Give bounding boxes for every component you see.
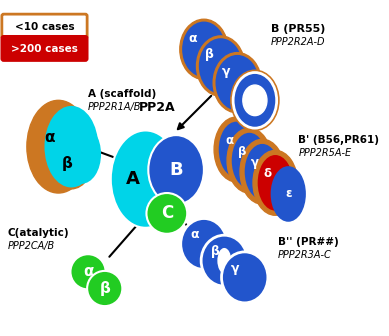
Text: C(atalytic): C(atalytic): [7, 228, 69, 238]
Ellipse shape: [146, 193, 187, 234]
Text: C: C: [161, 204, 173, 222]
Text: γ: γ: [231, 262, 240, 275]
Ellipse shape: [199, 38, 242, 94]
Ellipse shape: [271, 166, 306, 222]
Text: B' (B56,PR61): B' (B56,PR61): [298, 135, 379, 145]
Ellipse shape: [201, 235, 247, 286]
Text: ε: ε: [285, 187, 291, 201]
Ellipse shape: [180, 19, 228, 80]
Text: α: α: [190, 228, 199, 241]
Text: δ: δ: [251, 94, 259, 107]
Ellipse shape: [213, 53, 261, 113]
Text: α: α: [189, 32, 197, 45]
Ellipse shape: [62, 124, 101, 184]
Ellipse shape: [233, 73, 277, 128]
Text: B'' (PR##): B'' (PR##): [278, 237, 339, 247]
Ellipse shape: [216, 55, 259, 111]
Text: β: β: [205, 48, 214, 61]
Ellipse shape: [231, 70, 279, 130]
Ellipse shape: [243, 85, 267, 116]
Text: PPP2R5A-E: PPP2R5A-E: [298, 148, 352, 158]
Ellipse shape: [217, 248, 231, 274]
FancyBboxPatch shape: [2, 14, 87, 38]
Text: >200 cases: >200 cases: [11, 44, 78, 54]
Text: α: α: [83, 264, 93, 279]
Ellipse shape: [111, 130, 180, 228]
Text: β: β: [238, 145, 246, 158]
Text: PPP2CA/B: PPP2CA/B: [7, 241, 55, 251]
FancyBboxPatch shape: [2, 36, 87, 60]
Ellipse shape: [27, 100, 90, 193]
Text: B: B: [169, 161, 183, 179]
Text: B (PR55): B (PR55): [271, 24, 325, 34]
Ellipse shape: [44, 106, 98, 187]
Text: α: α: [44, 130, 54, 145]
Text: PP2A: PP2A: [139, 101, 176, 114]
Ellipse shape: [48, 119, 95, 189]
Text: A: A: [126, 170, 140, 188]
Ellipse shape: [258, 155, 293, 211]
Text: PPP2R3A-C: PPP2R3A-C: [278, 250, 332, 260]
Ellipse shape: [232, 133, 267, 188]
Ellipse shape: [148, 135, 204, 205]
Text: γ: γ: [222, 65, 230, 78]
Ellipse shape: [182, 22, 226, 77]
Ellipse shape: [70, 254, 106, 289]
Ellipse shape: [181, 218, 227, 269]
Ellipse shape: [240, 139, 285, 204]
Ellipse shape: [214, 117, 259, 182]
Text: PPP2R1A/B: PPP2R1A/B: [88, 102, 142, 112]
Ellipse shape: [245, 144, 280, 200]
Ellipse shape: [196, 36, 245, 96]
Ellipse shape: [253, 151, 298, 215]
Text: α: α: [225, 134, 233, 147]
Text: β: β: [99, 281, 110, 296]
Text: δ: δ: [264, 167, 272, 180]
Text: β: β: [210, 245, 219, 258]
Ellipse shape: [221, 252, 268, 303]
Text: <10 cases: <10 cases: [15, 22, 74, 32]
Ellipse shape: [219, 122, 254, 177]
Text: A (scaffold): A (scaffold): [88, 89, 156, 99]
Ellipse shape: [227, 128, 272, 193]
Ellipse shape: [87, 271, 123, 306]
Text: PPP2R2A-D: PPP2R2A-D: [271, 37, 325, 47]
Text: γ: γ: [251, 156, 259, 169]
Text: β: β: [62, 156, 73, 171]
